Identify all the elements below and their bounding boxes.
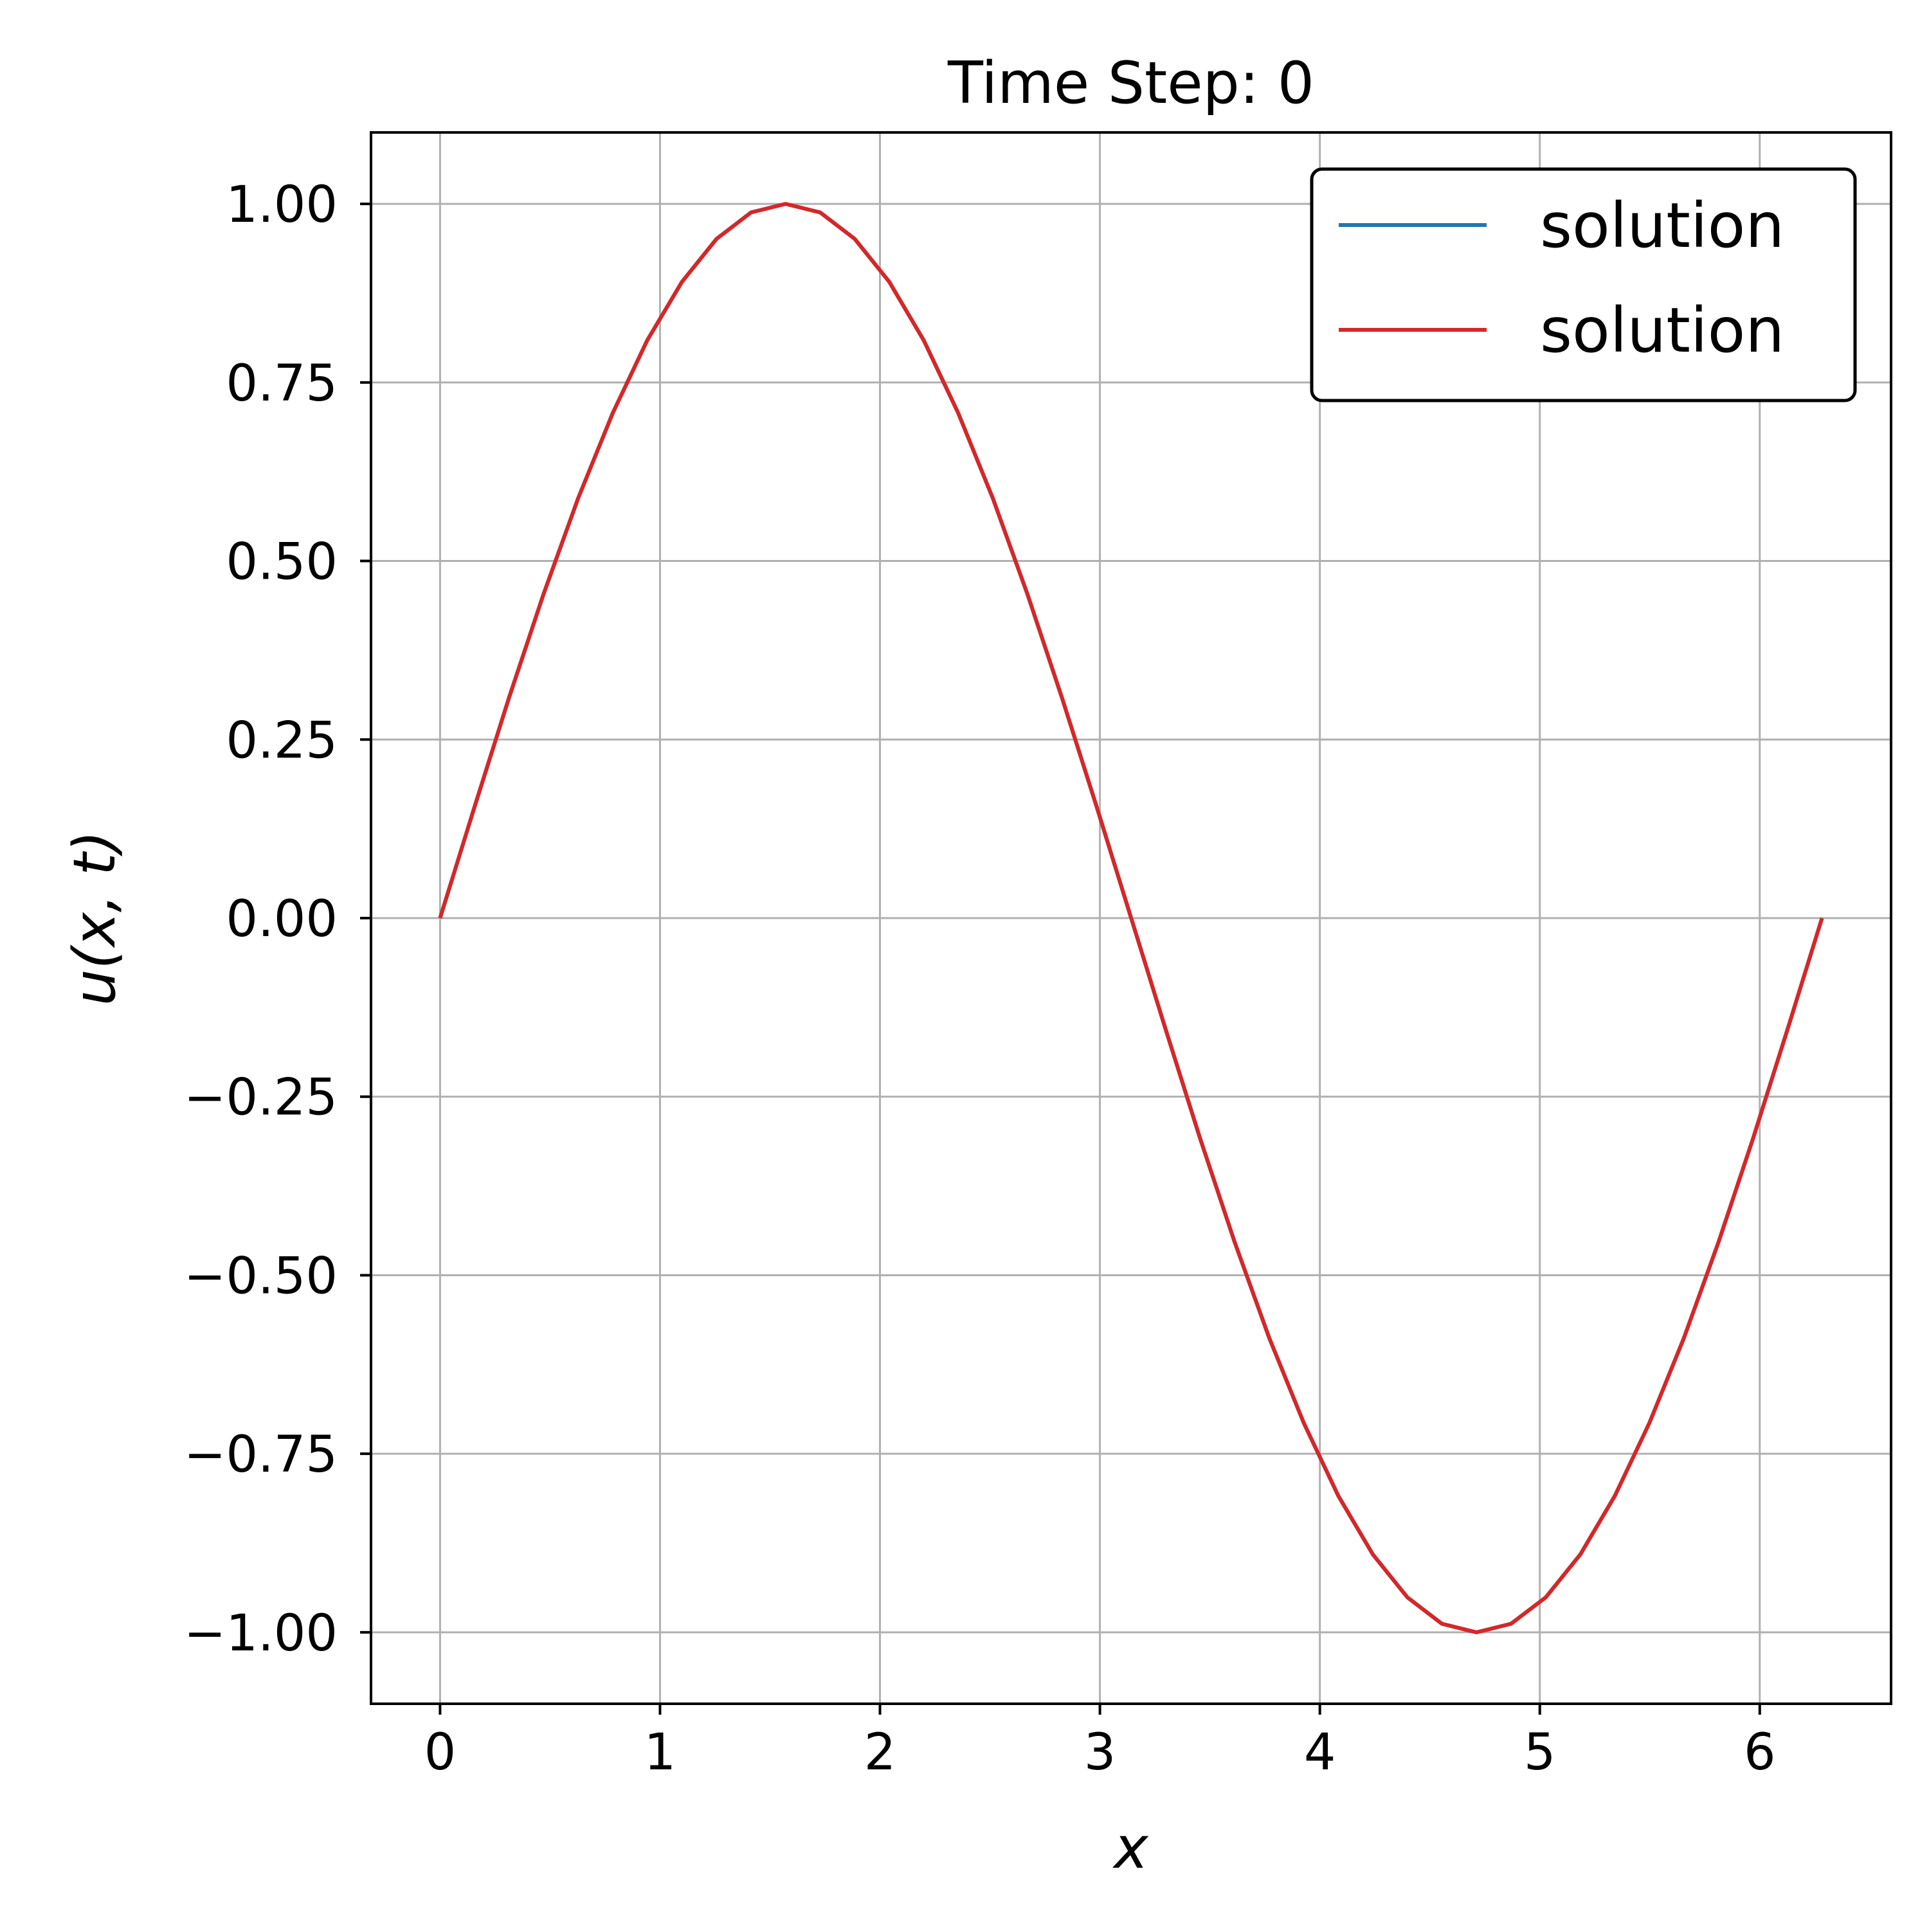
x-tick-label: 2 (864, 1724, 896, 1782)
x-tick-label: 0 (424, 1724, 457, 1782)
y-tick-label: 0.00 (226, 890, 338, 948)
chart-title: Time Step: 0 (947, 50, 1314, 117)
y-tick-label: −0.75 (184, 1426, 338, 1484)
y-axis-ticks: 1.00 0.75 0.50 0.25 0.00 −0.25 −0.50 −0.75 −1.00 (184, 176, 371, 1663)
legend-label-solution-red: solution (1540, 294, 1784, 366)
x-axis-ticks: 0 1 2 3 4 5 6 (424, 1704, 1776, 1782)
series-lines (438, 202, 1824, 1634)
y-tick-label: 0.75 (226, 355, 338, 413)
x-tick-label: 3 (1084, 1724, 1116, 1782)
y-tick-label: 0.50 (226, 534, 338, 591)
y-axis-label: u(x, t) (61, 830, 129, 1006)
legend-label-solution-blue: solution (1540, 190, 1784, 262)
x-tick-label: 5 (1524, 1724, 1556, 1782)
y-tick-label: −0.25 (184, 1069, 338, 1127)
x-axis-label: x (1112, 1814, 1149, 1882)
y-tick-label: −0.50 (184, 1247, 338, 1305)
y-tick-label: −1.00 (184, 1605, 338, 1663)
x-tick-label: 6 (1744, 1724, 1776, 1782)
y-tick-label: 1.00 (226, 176, 338, 234)
legend: solution solution (1310, 167, 1857, 402)
x-tick-label: 1 (644, 1724, 676, 1782)
series-line-solution-1 (438, 202, 1824, 1634)
x-tick-label: 4 (1304, 1724, 1336, 1782)
y-tick-label: 0.25 (226, 712, 338, 770)
